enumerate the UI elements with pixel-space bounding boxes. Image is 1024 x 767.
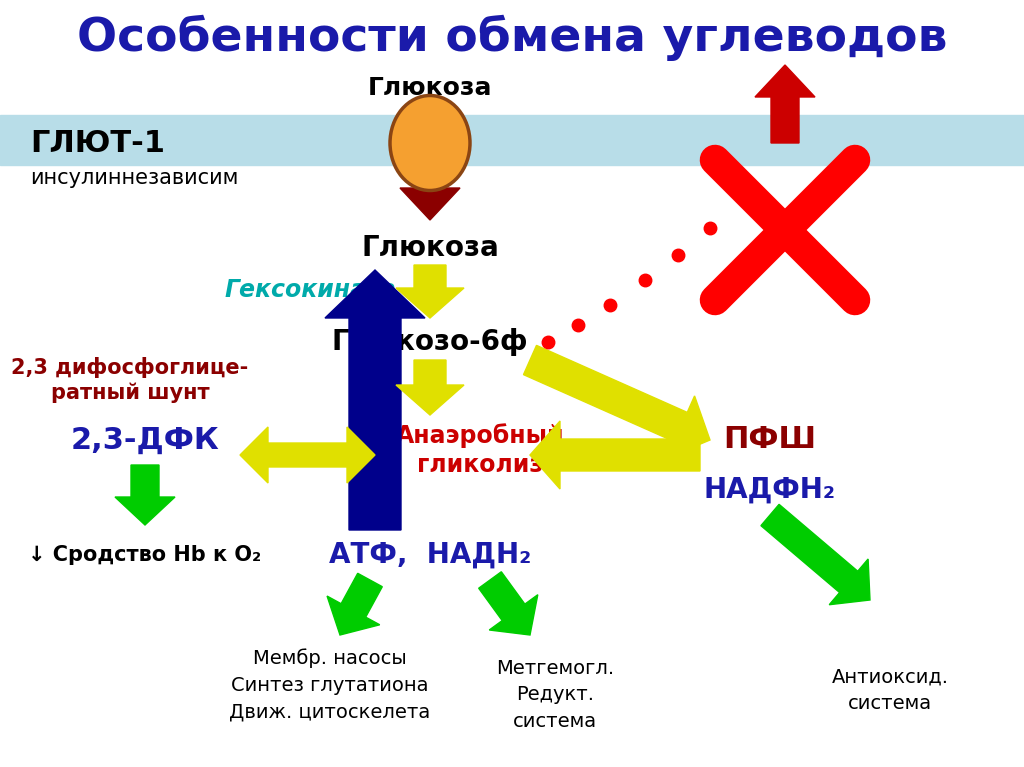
Polygon shape [240, 427, 375, 483]
Polygon shape [396, 265, 464, 318]
Polygon shape [530, 421, 700, 489]
Text: Антиоксид.
система: Антиоксид. система [831, 667, 948, 713]
Text: Метгемогл.
Редукт.
система: Метгемогл. Редукт. система [496, 659, 614, 731]
Ellipse shape [390, 96, 470, 190]
Text: Глюкозо-6ф: Глюкозо-6ф [332, 328, 528, 356]
Text: АТФ,  НАДН₂: АТФ, НАДН₂ [329, 541, 531, 569]
Polygon shape [325, 270, 425, 530]
Text: Мембр. насосы
Синтез глутатиона
Движ. цитоскелета: Мембр. насосы Синтез глутатиона Движ. ци… [229, 649, 431, 721]
Polygon shape [478, 571, 538, 635]
FancyBboxPatch shape [0, 115, 1024, 165]
Polygon shape [115, 465, 175, 525]
Polygon shape [523, 345, 710, 458]
Polygon shape [755, 65, 815, 143]
Text: Гексокиназа: Гексокиназа [224, 278, 396, 302]
Text: 2,3-ДФК: 2,3-ДФК [71, 426, 219, 455]
Text: 2,3 дифосфоглице-
ратный шунт: 2,3 дифосфоглице- ратный шунт [11, 357, 249, 403]
Text: Особенности обмена углеводов: Особенности обмена углеводов [77, 15, 947, 61]
Polygon shape [400, 100, 460, 220]
Text: Глюкоза: Глюкоза [368, 76, 493, 100]
Polygon shape [396, 360, 464, 415]
Text: инсулиннезависим: инсулиннезависим [30, 168, 239, 188]
Polygon shape [761, 505, 870, 604]
Text: Глюкоза: Глюкоза [361, 234, 499, 262]
Text: Анаэробный
гликолиз: Анаэробный гликолиз [395, 423, 564, 477]
Polygon shape [327, 573, 382, 635]
Text: НАДФН₂: НАДФН₂ [705, 476, 836, 504]
Text: ПФШ: ПФШ [723, 426, 816, 455]
Text: ↓ Сродство Hb к O₂: ↓ Сродство Hb к O₂ [29, 545, 261, 565]
Text: ГЛЮТ-1: ГЛЮТ-1 [30, 129, 165, 157]
